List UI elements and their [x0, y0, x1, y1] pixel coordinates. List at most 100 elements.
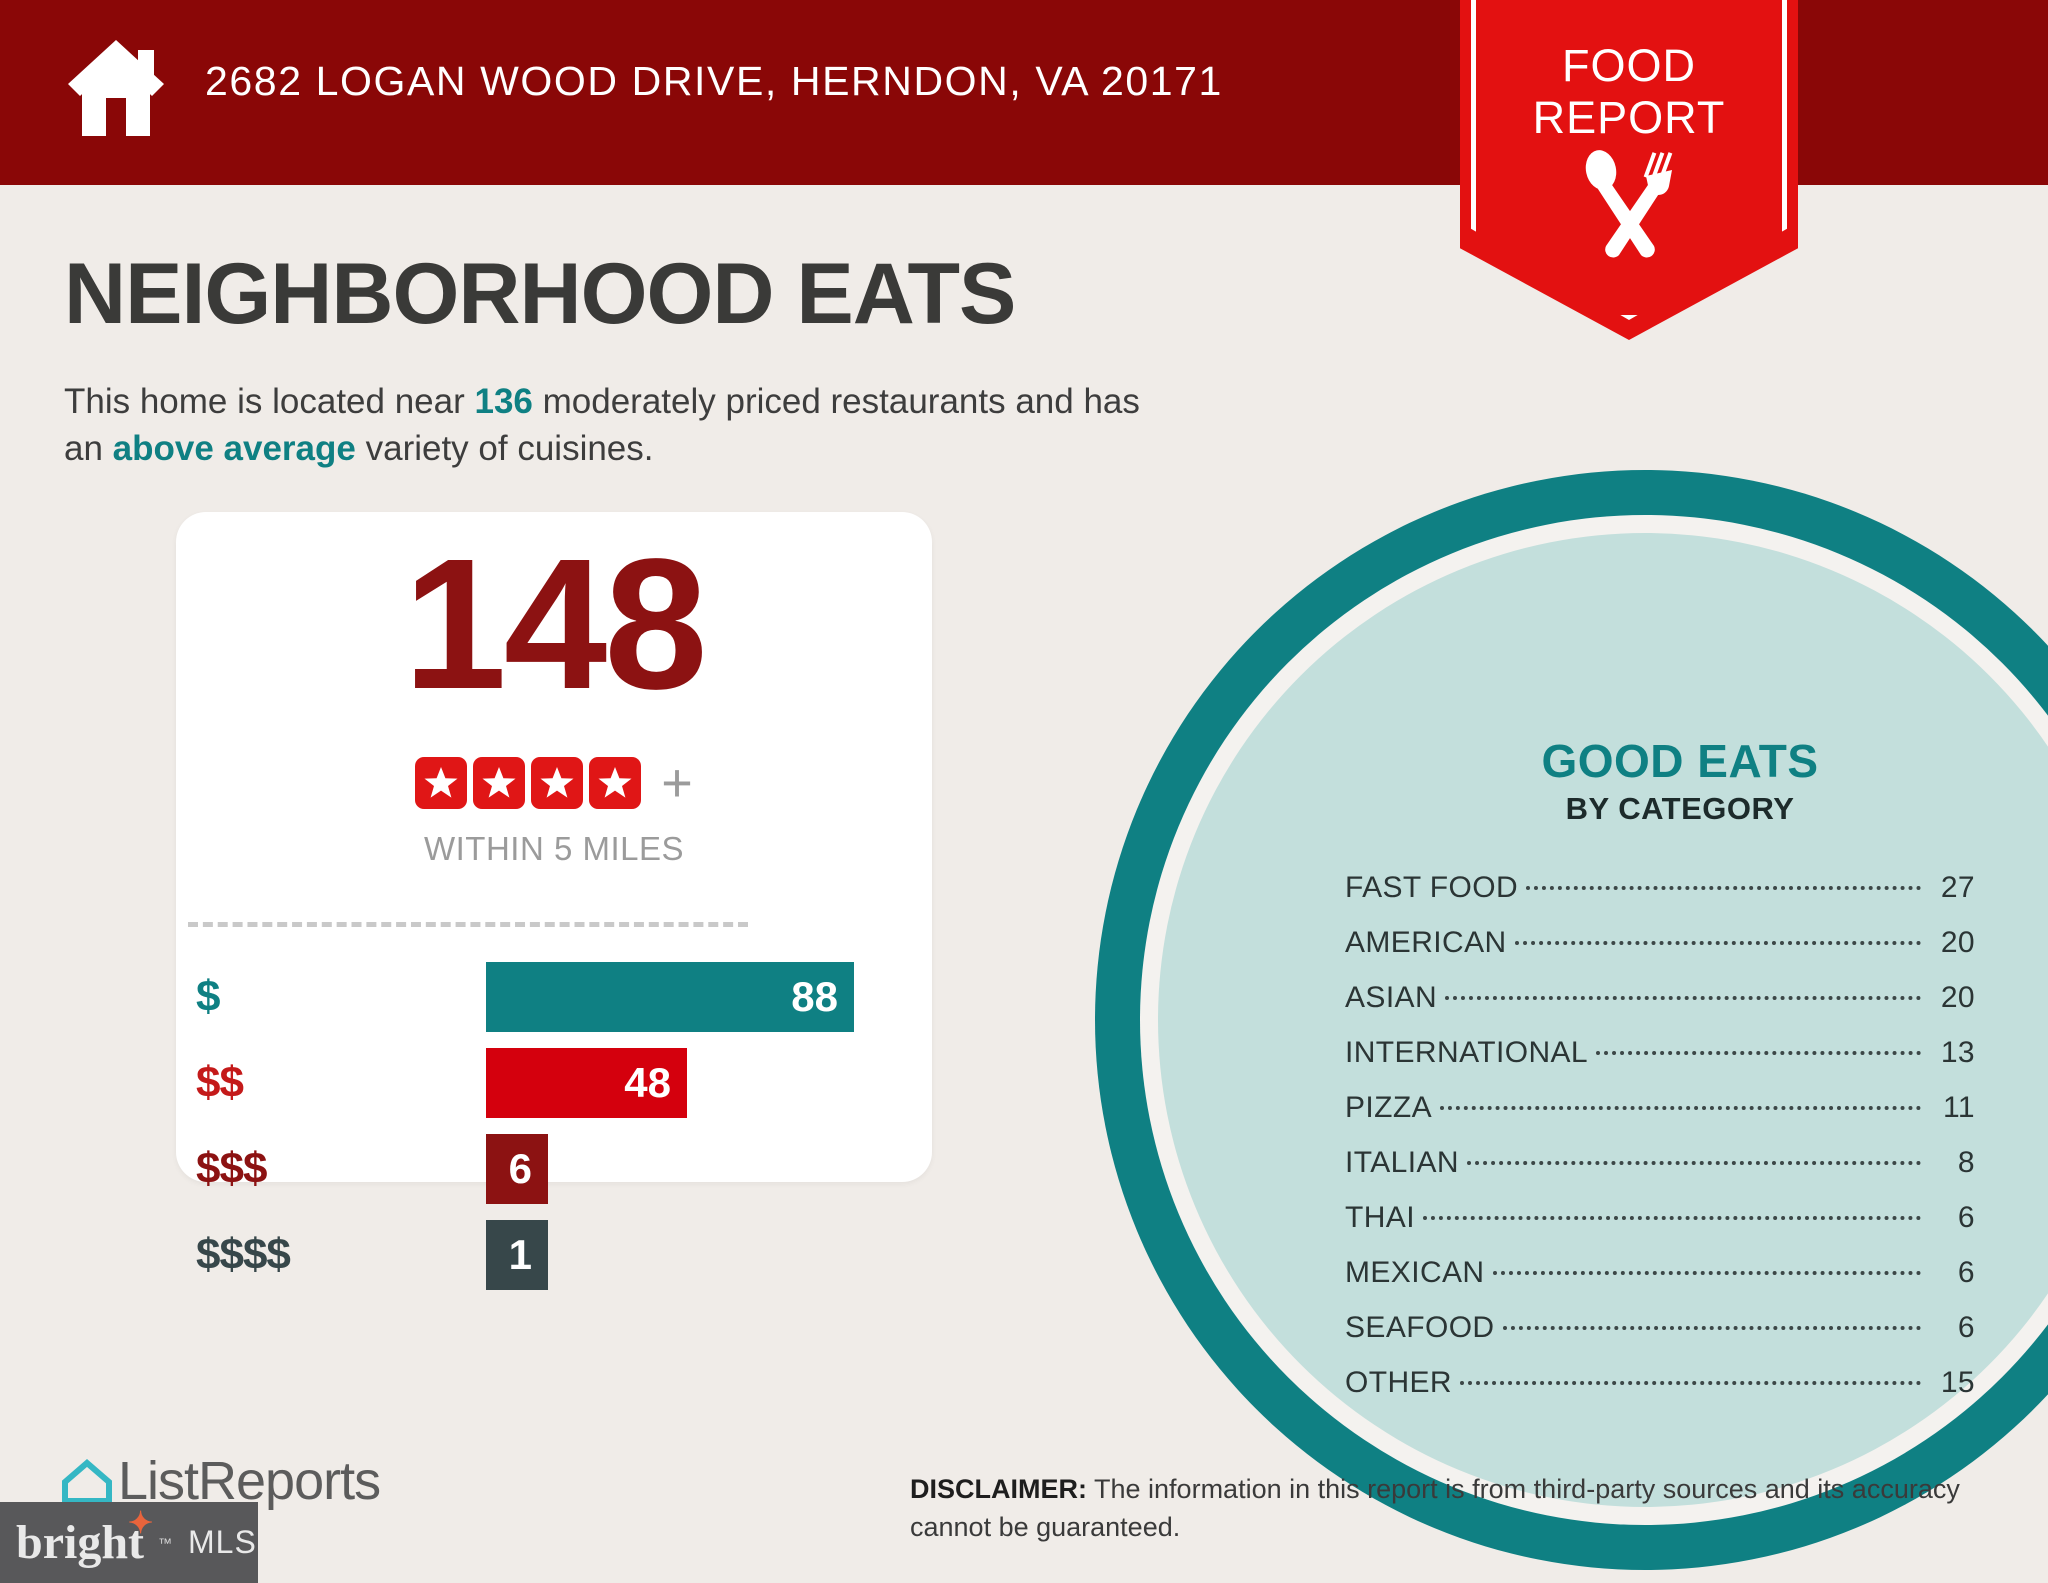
house-icon: [68, 40, 164, 136]
leader-dots: [1502, 1326, 1921, 1330]
within-radius-label: WITHIN 5 MILES: [423, 830, 685, 867]
leader-dots: [1492, 1271, 1921, 1275]
category-row: PIZZA 11: [1345, 1091, 1975, 1125]
disclaimer-label: DISCLAIMER:: [910, 1474, 1087, 1504]
listreports-logo: ListReports: [60, 1450, 381, 1512]
disclaimer-text: The information in this report is from t…: [910, 1474, 1960, 1542]
bar-label-2: $$: [196, 1058, 244, 1107]
good-eats-title: GOOD EATS: [1541, 735, 1819, 787]
subtitle: This home is located near 136 moderately…: [64, 378, 1144, 472]
category-row: OTHER 15: [1345, 1366, 1975, 1400]
category-count: 6: [1957, 1256, 1975, 1289]
leader-dots: [1422, 1216, 1921, 1220]
good-eats-panel: GOOD EATS BY CATEGORY FAST FOOD 27 AMERICA…: [1330, 735, 2030, 1421]
listreports-wordmark: ListReports: [118, 1451, 381, 1511]
category-row: INTERNATIONAL 13: [1345, 1036, 1975, 1070]
bar-label-3: $$$: [196, 1144, 267, 1193]
bright-mls-watermark: bright ✦ ™ MLS: [0, 1502, 258, 1583]
bar-track: 6: [486, 1134, 906, 1204]
listreports-house-icon: [62, 1459, 112, 1504]
category-name: INTERNATIONAL: [1345, 1036, 1589, 1069]
bar-track: 48: [486, 1048, 906, 1118]
category-name: SEAFOOD: [1345, 1311, 1495, 1344]
bar-row: $$ 48: [176, 1048, 932, 1118]
category-row: AMERICAN 20: [1345, 926, 1975, 960]
star-icon: [415, 757, 468, 809]
category-count: 6: [1957, 1311, 1975, 1344]
category-count: 6: [1957, 1201, 1975, 1234]
badge-line-1: FOOD: [1562, 40, 1696, 91]
category-name: ITALIAN: [1345, 1146, 1459, 1179]
category-row: MEXICAN 6: [1345, 1256, 1975, 1290]
category-row: THAI 6: [1345, 1201, 1975, 1235]
leader-dots: [1514, 941, 1921, 945]
restaurant-count: 136: [474, 382, 533, 421]
bar-fill-4: 1: [486, 1220, 548, 1290]
bar-fill-1: 88: [486, 962, 854, 1032]
teal-circle-fill: [1158, 533, 2048, 1507]
category-name: MEXICAN: [1345, 1256, 1485, 1289]
star-rating: +: [176, 753, 932, 813]
category-count: 27: [1940, 871, 1975, 904]
trademark-symbol: ™: [158, 1534, 173, 1551]
variety-rating: above average: [112, 429, 356, 468]
bar-label-4: $$$$: [196, 1230, 291, 1279]
leader-dots: [1440, 1106, 1921, 1110]
category-name: OTHER: [1345, 1366, 1452, 1399]
good-eats-subtitle: BY CATEGORY: [1565, 791, 1795, 826]
food-report-badge: FOOD REPORT: [1460, 0, 1798, 340]
category-name: AMERICAN: [1345, 926, 1507, 959]
badge-line-2: REPORT: [1532, 92, 1726, 143]
category-name: ASIAN: [1345, 981, 1438, 1014]
bar-row: $$$$ 1: [176, 1220, 932, 1290]
category-row: ITALIAN 8: [1345, 1146, 1975, 1180]
leader-dots: [1596, 1051, 1921, 1055]
bar-row: $$$ 6: [176, 1134, 932, 1204]
bar-fill-2: 48: [486, 1048, 687, 1118]
category-name: PIZZA: [1345, 1091, 1433, 1124]
leader-dots: [1460, 1381, 1921, 1385]
category-count: 11: [1943, 1091, 1975, 1124]
disclaimer: DISCLAIMER: The information in this repo…: [910, 1470, 1970, 1546]
price-tier-bar-chart: $88 $$ 48 $$$ 6 $$$$ 1: [176, 962, 932, 1306]
leader-dots: [1445, 996, 1921, 1000]
category-row: ASIAN 20: [1345, 981, 1975, 1015]
subtitle-part-2: moderately priced restaurants and has an: [64, 382, 1140, 468]
mls-text: MLS: [188, 1524, 257, 1560]
bar-track: 1: [486, 1220, 906, 1290]
leader-dots: [1466, 1161, 1921, 1165]
category-name: FAST FOOD: [1345, 871, 1519, 904]
subtitle-part-3: variety of cuisines.: [355, 429, 654, 468]
bar-fill-3: 6: [486, 1134, 548, 1204]
bar-label-1: $: [196, 972, 221, 1021]
category-count: 20: [1940, 926, 1975, 959]
bright-text: bright: [16, 1516, 145, 1569]
card-divider: [188, 922, 748, 927]
category-count: 20: [1940, 981, 1975, 1014]
category-row: SEAFOOD 6: [1345, 1311, 1975, 1345]
category-name: THAI: [1345, 1201, 1415, 1234]
leader-dots: [1526, 886, 1921, 890]
subtitle-part-1: This home is located near: [64, 382, 475, 421]
badge-title: FOOD REPORT: [1460, 40, 1798, 144]
bright-star-icon: ✦: [128, 1507, 154, 1540]
star-icon: [531, 757, 584, 809]
badge-inner-border: [1471, 0, 1787, 320]
restaurant-count-card: 148 + WITHIN 5 MILES $88 $$ 48 $$$ 6 $$$$ 1: [176, 512, 932, 1290]
total-restaurants-number: 148: [403, 521, 707, 728]
page-title: NEIGHBORHOOD EATS: [64, 246, 1016, 342]
bright-wordmark: bright ✦: [16, 1509, 153, 1570]
star-icon: [589, 757, 642, 809]
category-count: 13: [1940, 1036, 1975, 1069]
category-row: FAST FOOD 27: [1345, 871, 1975, 905]
plus-sign: +: [661, 753, 693, 813]
spoon-fork-icon: [1585, 150, 1673, 258]
category-count: 15: [1940, 1366, 1975, 1399]
header-address: 2682 LOGAN WOOD DRIVE, HERNDON, VA 20171: [205, 58, 1223, 104]
category-list: FAST FOOD 27 AMERICAN 20 ASIAN 20 INTERNATIONA…: [1345, 871, 1975, 1400]
star-icon: [473, 757, 526, 809]
category-count: 8: [1957, 1146, 1975, 1179]
bar-track: 88: [486, 962, 906, 1032]
bar-row: $88: [176, 962, 932, 1032]
